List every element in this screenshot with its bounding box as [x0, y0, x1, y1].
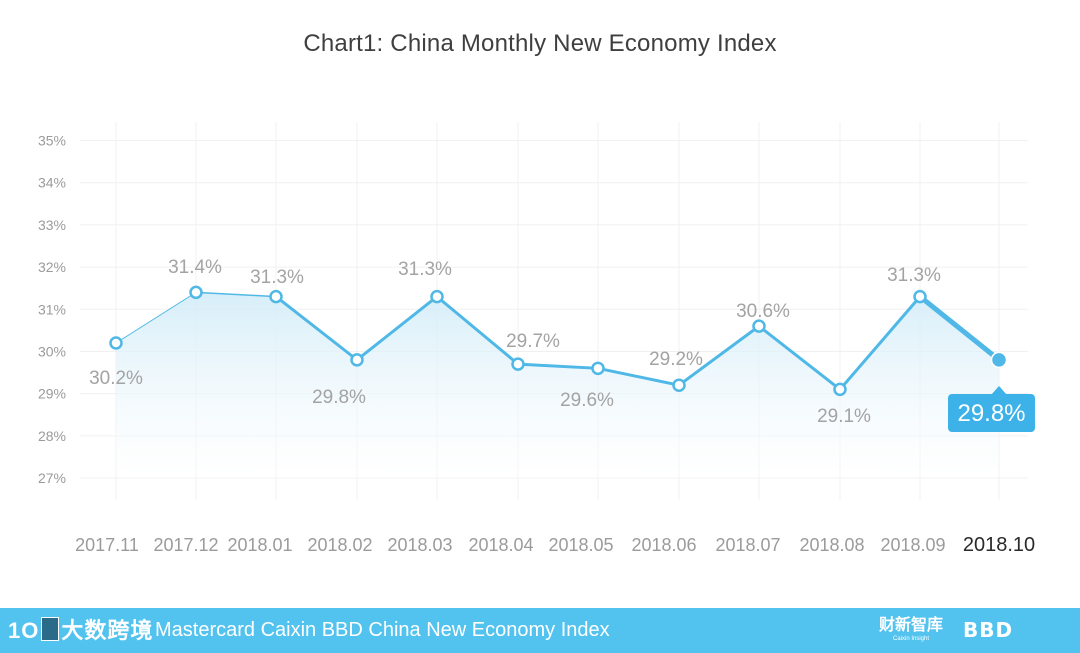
y-tick-label: 31%	[38, 301, 66, 317]
line-segment	[274, 295, 359, 362]
y-tick-label: 27%	[38, 470, 66, 486]
x-tick-label: 2017.11	[75, 535, 139, 555]
x-tick-label: 2018.02	[307, 535, 372, 555]
data-points	[109, 285, 1008, 397]
data-point	[430, 289, 444, 304]
x-tick-label: 2018.03	[387, 535, 452, 555]
latest-value-box	[948, 394, 1035, 432]
data-label: 29.2%	[649, 349, 703, 370]
data-label: 31.3%	[398, 259, 452, 280]
line-segment	[838, 295, 922, 391]
data-labels: 30.2% 31.4% 31.3% 29.8% 31.3% 29.7% 29.6% 29.2%…	[89, 257, 1035, 432]
line-segment	[757, 324, 842, 391]
line-segment	[677, 324, 761, 387]
data-label: 31.4%	[168, 257, 222, 278]
brand-logo-left: 1O 大数跨境	[8, 617, 153, 645]
data-point	[752, 319, 766, 333]
line-segment	[596, 366, 681, 387]
data-label: 29.8%	[312, 387, 366, 408]
data-label-latest: 29.8%	[957, 400, 1025, 427]
y-tick-label: 32%	[38, 259, 66, 275]
logo-mark-icon	[41, 617, 60, 641]
line-segment	[195, 291, 277, 298]
line-segment	[435, 295, 520, 366]
line-segment	[355, 295, 439, 362]
y-tick-label: 30%	[38, 343, 66, 359]
x-tick-label: 2018.07	[715, 535, 780, 555]
x-tick-label: 2018.01	[227, 535, 292, 555]
data-label: 29.6%	[560, 390, 614, 411]
area-fill-shape	[116, 292, 999, 478]
latest-value-pointer	[991, 386, 1007, 395]
y-tick-label: 29%	[38, 386, 66, 402]
data-label: 31.3%	[887, 265, 941, 286]
bbd-logo: BBD	[963, 618, 1014, 642]
area-fill	[116, 292, 999, 478]
data-point	[833, 382, 847, 397]
brand-logo-left-text: 大数跨境	[61, 618, 154, 643]
y-axis-ticks: 27% 28% 29% 30% 31% 32% 33% 34% 35%	[38, 133, 66, 487]
data-point	[109, 336, 123, 350]
data-label: 29.1%	[817, 406, 871, 427]
footer-title: Mastercard Caixin BBD China New Economy …	[155, 619, 610, 641]
x-tick-label: 2018.04	[468, 535, 533, 555]
y-tick-label: 34%	[38, 175, 66, 191]
data-point-highlight	[990, 351, 1008, 369]
y-tick-label: 35%	[38, 133, 66, 149]
chart-title: Chart1: China Monthly New Economy Index	[303, 30, 777, 57]
data-label: 29.7%	[506, 331, 560, 352]
caixin-logo-text: 财新智库	[879, 617, 944, 634]
line-segment	[516, 362, 600, 370]
data-point	[672, 378, 686, 392]
data-label: 31.3%	[250, 267, 304, 288]
x-axis-ticks: 2017.11 2017.12 2018.01 2018.02 2018.03 2018.…	[75, 534, 1035, 556]
line-chart: 27% 28% 29% 30% 31% 32% 33% 34% 35% 30.2% 31.4% 31…	[38, 122, 1035, 556]
data-label: 30.2%	[89, 368, 143, 389]
brand-logo-left-prefix: 1O	[8, 618, 40, 643]
caixin-logo-sub: Caixin Insight	[892, 636, 930, 642]
x-tick-label: 2018.08	[799, 535, 864, 555]
data-point	[350, 353, 364, 367]
series-line	[115, 291, 1002, 391]
x-tick-label: 2018.05	[548, 535, 613, 555]
data-point	[591, 361, 605, 376]
x-tick-label: 2018.09	[880, 535, 945, 555]
data-point	[269, 289, 283, 304]
data-point	[511, 357, 525, 371]
data-point	[913, 289, 927, 304]
line-segment	[917, 294, 1002, 363]
x-tick-label: 2017.12	[153, 535, 218, 555]
y-tick-label: 28%	[38, 428, 66, 444]
y-tick-label: 33%	[38, 217, 66, 233]
data-point	[189, 285, 203, 300]
footer-bar: 1O 大数跨境 Mastercard Caixin BBD China New E…	[0, 608, 1080, 653]
data-label: 30.6%	[736, 301, 790, 322]
line-segment	[115, 291, 197, 344]
x-tick-label: 2018.06	[631, 535, 696, 555]
x-tick-label-latest: 2018.10	[963, 534, 1035, 556]
caixin-insight-logo: 财新智库 Caixin Insight	[879, 617, 943, 643]
